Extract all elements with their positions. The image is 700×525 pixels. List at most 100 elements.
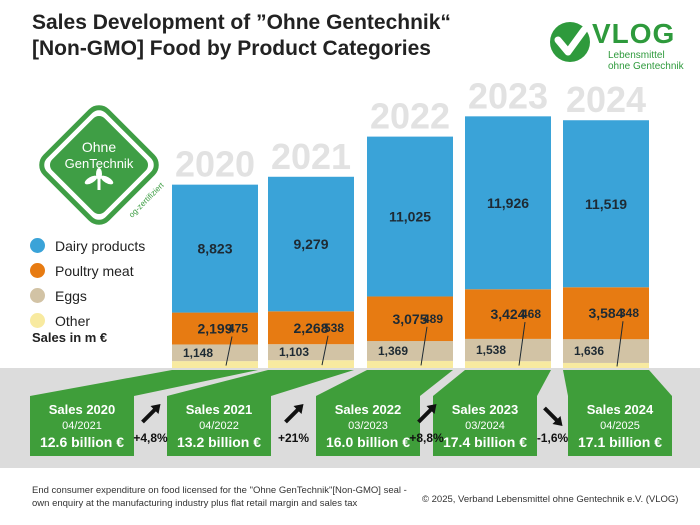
total-box-2022 [316,396,420,456]
growth-arrow-up-icon [141,406,158,424]
total-date-2024: 04/2025 [600,420,640,432]
bar-2020-eggs [172,344,258,362]
legend-item-eggs: Eggs [30,283,145,308]
ohne-gentechnik-seal: Ohne GenTechnik og-zertifiziert.org [39,105,164,225]
legend: Dairy products Poultry meat Eggs Other [30,233,145,333]
leader-line-other-2022 [420,326,428,366]
growth-arrow-down-icon [543,406,560,424]
bar-2024-other [563,362,649,368]
legend-swatch-eggs [30,288,45,303]
growth-arrow-head-icon [150,404,161,414]
data-label-poultry-2021: 2,268 [293,320,328,336]
data-label-poultry-2024: 3,584 [588,305,623,321]
total-value-2021: 13.2 billion € [177,434,261,450]
connector-2022 [316,370,453,396]
total-box-2021 [167,396,271,456]
data-label-poultry-2023: 3,424 [490,306,525,322]
connector-2020 [30,370,258,396]
bar-2022-other [367,360,453,368]
data-label-other-2022: 489 [423,312,443,326]
bar-2022-eggs [367,341,453,361]
total-date-2021: 04/2022 [199,420,239,432]
growth-label-4: -1,6% [537,431,569,445]
total-box-2024 [568,396,672,456]
bar-2021-eggs [268,344,354,361]
bar-2020-dairy-products [172,184,258,313]
footnote-line-1: End consumer expenditure on food license… [32,485,407,496]
growth-arrow-up-icon [284,406,301,424]
bar-2023-eggs [465,338,551,362]
leader-line-other-2021 [321,335,329,366]
data-label-eggs-2020: 1,148 [183,346,213,360]
data-label-dairy-2021: 9,279 [293,236,328,252]
data-label-poultry-2020: 2,199 [197,321,232,337]
total-value-2024: 17.1 billion € [578,434,662,450]
total-date-2020: 04/2021 [62,420,102,432]
data-label-other-2021: 538 [324,321,344,335]
total-date-2023: 03/2024 [465,420,505,432]
logo-subtitle-line-2: ohne Gentechnik [608,61,684,72]
bar-2022-poultry-meat [367,296,453,342]
data-label-dairy-2023: 11,926 [487,195,529,211]
data-label-eggs-2023: 1,538 [476,343,506,357]
logo-subtitle: Lebensmittel ohne Gentechnik [608,50,684,72]
title-line-1: Sales Development of ”Ohne Gentechnik“ [32,11,451,34]
bar-2020-poultry-meat [172,312,258,345]
data-label-other-2023: 468 [521,307,541,321]
bar-2021-dairy-products [268,176,354,312]
total-heading-2022: Sales 2022 [335,402,402,417]
data-label-dairy-2022: 11,025 [389,209,431,225]
title-line-2: [Non-GMO] Food by Product Categories [32,37,431,60]
legend-label-poultry: Poultry meat [55,262,134,279]
footer-area [0,468,700,525]
total-heading-2023: Sales 2023 [452,402,519,417]
copyright: © 2025, Verband Lebensmittel ohne Gentec… [422,494,679,505]
seal-text-ohne: Ohne [82,139,116,155]
year-label-2022: 2022 [370,96,450,137]
bar-2024-eggs [563,339,649,363]
growth-arrow-head-icon [293,404,304,414]
data-label-dairy-2024: 11,519 [585,196,627,212]
data-label-eggs-2024: 1,636 [574,344,604,358]
total-box-2023 [433,396,537,456]
legend-label-other: Other [55,312,91,329]
leader-line-other-2020 [225,336,233,366]
legend-item-poultry: Poultry meat [30,258,145,283]
bar-2024-dairy-products [563,120,649,288]
legend-item-other: Other [30,308,145,333]
bar-2020-other [172,361,258,368]
connector-2024 [563,370,672,396]
legend-item-dairy: Dairy products [30,233,145,258]
growth-label-3: +8,8% [409,431,444,445]
vlog-logo: VLOG Lebensmittel ohne Gentechnik [548,18,688,72]
seal-text-gentechnik: GenTechnik [65,156,134,171]
bar-2021-other [268,360,354,368]
growth-label-2: +21% [278,431,309,445]
growth-arrow-head-icon [552,416,563,426]
total-heading-2021: Sales 2021 [186,402,253,417]
data-label-eggs-2022: 1,369 [378,344,408,358]
growth-arrow-head-icon [426,404,437,414]
total-date-2022: 03/2023 [348,420,388,432]
growth-label-1: +4,8% [133,431,168,445]
data-label-dairy-2020: 8,823 [197,241,232,257]
vlog-check-icon [550,22,590,62]
footnote: End consumer expenditure on food license… [32,484,412,510]
data-label-poultry-2022: 3,075 [392,311,427,327]
legend-label-dairy: Dairy products [55,237,146,254]
bar-2023-dairy-products [465,116,551,290]
chart-title: Sales Development of ”Ohne Gentechnik“ [… [32,10,512,62]
legend-label-eggs: Eggs [55,287,87,304]
total-heading-2024: Sales 2024 [587,402,654,417]
year-label-2020: 2020 [175,144,255,185]
logo-name: VLOG [592,18,676,49]
footnote-line-2: own enquiry at the manufacturing industr… [32,498,358,509]
year-label-2023: 2023 [468,75,548,116]
connector-2023 [433,370,551,396]
growth-arrow-up-icon [417,406,434,424]
total-box-2020 [30,396,134,456]
bar-2023-poultry-meat [465,289,551,339]
unit-label: Sales in m € [32,330,108,345]
bar-2024-poultry-meat [563,287,649,340]
